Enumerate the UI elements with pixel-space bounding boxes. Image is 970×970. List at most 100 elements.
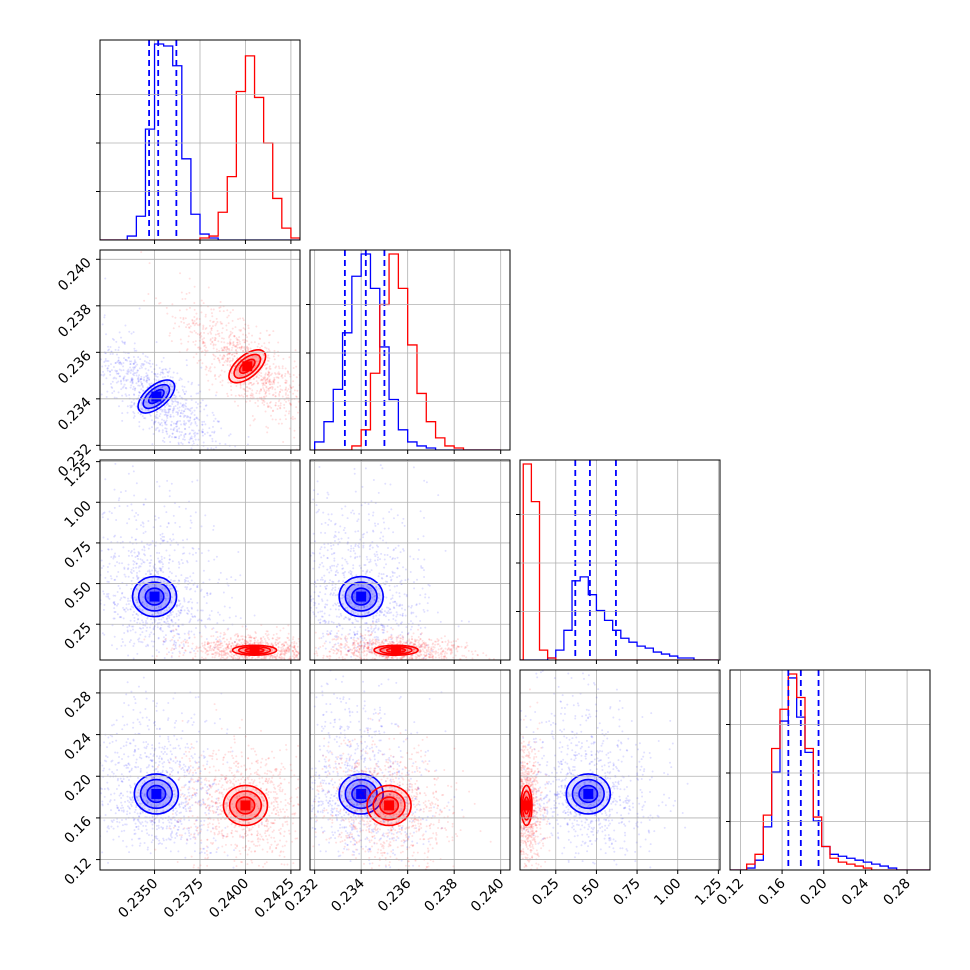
scatter-point: [269, 655, 272, 658]
scatter-point: [274, 404, 277, 407]
scatter-point: [133, 494, 136, 497]
scatter-point: [258, 337, 261, 340]
scatter-point: [303, 651, 305, 653]
scatter-point: [402, 656, 405, 659]
scatter-point: [211, 321, 214, 324]
scatter-point: [465, 646, 468, 649]
scatter-point: [77, 539, 79, 541]
scatter-point: [389, 636, 392, 639]
scatter-point: [162, 571, 165, 574]
scatter-point: [132, 560, 135, 563]
scatter-point: [180, 641, 183, 644]
scatter-point: [181, 405, 184, 408]
scatter-point: [422, 535, 425, 538]
scatter-point: [180, 574, 183, 577]
scatter-point: [168, 334, 171, 337]
scatter-point: [262, 378, 265, 381]
scatter-point: [136, 588, 139, 591]
density-peak: [242, 361, 253, 372]
scatter-point: [201, 434, 204, 437]
scatter-point: [271, 418, 274, 421]
scatter-point: [170, 649, 173, 652]
scatter-point: [424, 646, 427, 649]
scatter-point: [256, 399, 259, 402]
scatter-point: [337, 642, 340, 645]
scatter-point: [268, 371, 271, 374]
scatter-point: [270, 647, 273, 650]
scatter-point: [359, 645, 362, 648]
scatter-point: [147, 585, 150, 588]
scatter-point: [221, 331, 224, 334]
scatter-point: [224, 443, 227, 446]
scatter-point: [374, 620, 377, 623]
panel-content: [100, 40, 300, 240]
scatter-point: [156, 626, 159, 629]
scatter-point: [245, 336, 248, 339]
scatter-point: [351, 644, 354, 647]
scatter-point: [141, 415, 144, 418]
scatter-point: [265, 378, 268, 381]
scatter-point: [209, 457, 211, 459]
scatter-point: [177, 441, 180, 444]
scatter-point: [133, 360, 136, 363]
scatter-point: [264, 410, 267, 413]
scatter-point: [223, 650, 226, 653]
scatter-point: [368, 519, 371, 522]
scatter-point: [125, 394, 128, 397]
scatter-point: [185, 422, 188, 425]
scatter-point: [306, 573, 308, 575]
scatter-point: [145, 619, 148, 622]
scatter-point: [208, 388, 211, 391]
scatter-point: [182, 640, 185, 643]
scatter-point: [287, 394, 290, 397]
scatter-point: [367, 610, 370, 613]
scatter-point: [194, 652, 197, 655]
scatter-point: [282, 652, 285, 655]
scatter-point: [268, 379, 271, 382]
scatter-point: [163, 539, 166, 542]
scatter-point: [441, 641, 444, 644]
scatter-point: [184, 414, 187, 417]
scatter-point: [277, 646, 280, 649]
scatter-point: [341, 514, 344, 517]
scatter-point: [314, 454, 316, 456]
scatter-point: [117, 380, 120, 383]
scatter-point: [170, 630, 173, 633]
scatter-point: [344, 505, 347, 508]
scatter-point: [267, 348, 270, 351]
scatter-point: [134, 372, 137, 375]
scatter-point: [179, 602, 182, 605]
scatter-point: [338, 624, 341, 627]
scatter-point: [148, 544, 151, 547]
scatter-point: [130, 379, 133, 382]
scatter-point: [220, 653, 223, 656]
scatter-point: [149, 626, 152, 629]
scatter-point: [350, 637, 353, 640]
scatter-point: [219, 374, 222, 377]
scatter-point: [169, 415, 172, 418]
scatter-point: [368, 545, 371, 548]
scatter-point: [178, 579, 181, 582]
scatter-point: [117, 361, 120, 364]
scatter-point: [229, 330, 232, 333]
scatter-point: [146, 377, 149, 380]
scatter-point: [120, 388, 123, 391]
scatter-point: [215, 555, 218, 558]
scatter-point: [343, 657, 346, 660]
scatter-point: [188, 441, 191, 444]
scatter-point: [171, 385, 174, 388]
scatter-point: [243, 656, 246, 659]
scatter-point: [117, 359, 120, 362]
scatter-point: [295, 654, 298, 657]
scatter-point: [385, 596, 388, 599]
scatter-point: [119, 375, 122, 378]
scatter-point: [122, 361, 125, 364]
scatter-point: [177, 599, 180, 602]
scatter-point: [200, 430, 203, 433]
scatter-point: [280, 648, 283, 651]
scatter-point: [154, 585, 157, 588]
scatter-point: [385, 638, 388, 641]
scatter-point: [222, 337, 225, 340]
scatter-point: [293, 360, 296, 363]
scatter-point: [241, 317, 244, 320]
